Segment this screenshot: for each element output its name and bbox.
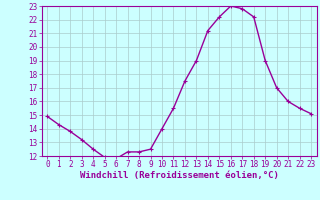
X-axis label: Windchill (Refroidissement éolien,°C): Windchill (Refroidissement éolien,°C) xyxy=(80,171,279,180)
